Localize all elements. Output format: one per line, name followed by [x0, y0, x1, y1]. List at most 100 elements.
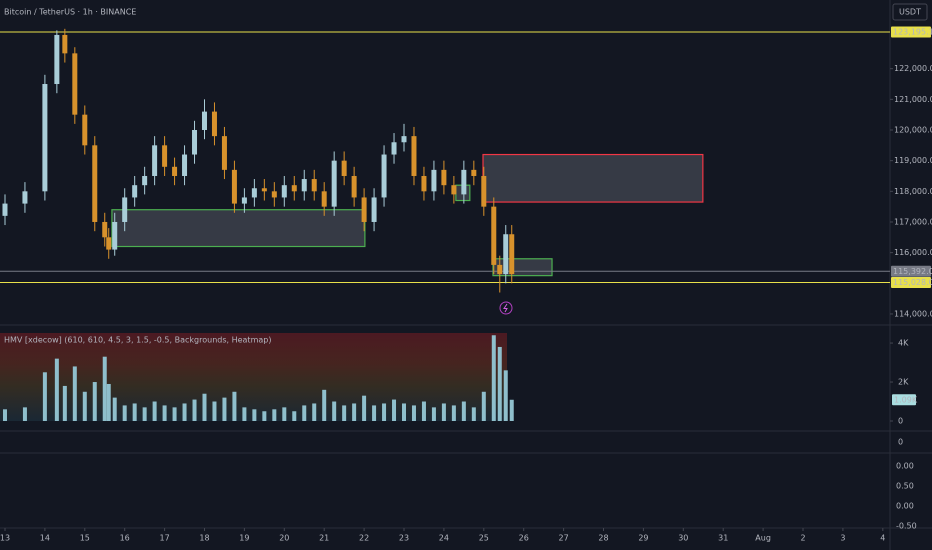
- candle-body: [451, 185, 457, 195]
- candle-body: [201, 111, 207, 130]
- volume-bar: [182, 403, 187, 421]
- volume-bar: [54, 358, 59, 421]
- candle-body: [351, 175, 357, 198]
- time-tick-label: 4: [880, 534, 885, 543]
- volume-bar: [421, 401, 426, 421]
- event-icon[interactable]: [499, 301, 513, 315]
- volume-tick-label: 2K: [898, 378, 909, 387]
- volume-bar: [451, 405, 456, 421]
- volume-bar: [312, 403, 317, 421]
- candle-body: [221, 136, 227, 170]
- candle-body: [361, 197, 367, 222]
- volume-bar: [481, 391, 486, 421]
- candle-body: [503, 234, 509, 275]
- volume-bar: [122, 405, 127, 421]
- candle-body: [281, 185, 287, 198]
- volume-bar: [362, 395, 367, 421]
- volume-bar: [497, 346, 502, 421]
- candle-body: [271, 191, 277, 198]
- volume-tick-label: 4K: [898, 339, 909, 348]
- price-tick-label: 114,000.00: [894, 309, 932, 318]
- volume-bar: [42, 372, 47, 421]
- candle-body: [251, 188, 257, 198]
- price-tick-label: 119,000.00: [894, 156, 932, 165]
- time-tick-label: 23: [399, 534, 409, 543]
- candle-body: [471, 169, 477, 176]
- candle-body: [106, 237, 112, 250]
- time-tick-label: 19: [239, 534, 249, 543]
- currency-button[interactable]: [892, 3, 928, 21]
- candle-body: [371, 197, 377, 222]
- volume-bar: [382, 403, 387, 421]
- candle-body: [142, 175, 148, 186]
- candle-body: [321, 191, 327, 207]
- volume-bar: [242, 407, 247, 421]
- volume-bar: [72, 366, 77, 421]
- candle-body: [509, 234, 515, 275]
- volume-bar: [232, 391, 237, 421]
- candle-body: [331, 160, 337, 207]
- time-tick-label: 18: [199, 534, 209, 543]
- volume-tick-label: 0: [898, 417, 903, 426]
- candle-body: [42, 84, 48, 192]
- volume-bar: [441, 403, 446, 421]
- volume-bar: [62, 385, 67, 421]
- volume-bar: [332, 401, 337, 421]
- candle-body: [231, 169, 237, 204]
- time-tick-label: 3: [840, 534, 845, 543]
- volume-bar: [272, 409, 277, 421]
- time-tick-label: 14: [40, 534, 50, 543]
- volume-bar: [392, 399, 397, 421]
- zone: [482, 153, 704, 203]
- volume-bar: [162, 405, 167, 421]
- price-level-label: 123,195.18: [893, 28, 932, 37]
- time-tick-label: 21: [319, 534, 329, 543]
- time-tick-label: 24: [439, 534, 449, 543]
- symbol-header: Bitcoin / TetherUS · 1h · BINANCE: [4, 8, 136, 17]
- candle-body: [102, 221, 108, 238]
- candle-body: [497, 264, 503, 275]
- time-tick-label: 27: [559, 534, 569, 543]
- time-tick-label: 28: [598, 534, 608, 543]
- pane-tick-label: 0.00: [896, 462, 914, 471]
- volume-bar: [172, 407, 177, 421]
- time-tick-label: 22: [359, 534, 369, 543]
- candle-body: [381, 154, 387, 198]
- price-level-tag: [891, 276, 931, 288]
- time-tick-label: 30: [678, 534, 688, 543]
- volume-bar: [471, 407, 476, 421]
- volume-bar: [302, 405, 307, 421]
- candle-body: [311, 179, 317, 192]
- volume-last-label: 1.09K: [894, 395, 918, 404]
- candle-body: [92, 145, 98, 222]
- volume-bar: [292, 411, 297, 421]
- volume-bar: [262, 411, 267, 421]
- pane-tick-label: -0.50: [896, 522, 917, 531]
- volume-bar: [372, 405, 377, 421]
- time-tick-label: 16: [120, 534, 130, 543]
- volume-bar: [142, 407, 147, 421]
- candle-body: [112, 221, 118, 250]
- price-level-tag: [891, 26, 931, 38]
- price-tick-label: 121,000.00: [894, 95, 932, 104]
- volume-bar: [491, 335, 496, 421]
- volume-bar: [202, 393, 207, 421]
- volume-bar: [411, 405, 416, 421]
- time-tick-label: 26: [519, 534, 529, 543]
- time-tick-label: 15: [80, 534, 90, 543]
- volume-bar: [82, 391, 87, 421]
- volume-bar: [509, 399, 514, 421]
- pane-tick-label: 0: [898, 438, 903, 447]
- time-tick-label: 2: [800, 534, 805, 543]
- candle-body: [22, 191, 28, 204]
- candle-body: [491, 206, 497, 265]
- price-tick-label: 117,000.00: [894, 217, 932, 226]
- time-tick-label: 20: [279, 534, 289, 543]
- candle-body: [461, 169, 467, 195]
- candle-body: [261, 188, 267, 192]
- volume-bar: [102, 356, 107, 421]
- currency-label[interactable]: USDT: [899, 8, 921, 17]
- volume-bar: [222, 397, 227, 421]
- volume-bar: [132, 403, 137, 421]
